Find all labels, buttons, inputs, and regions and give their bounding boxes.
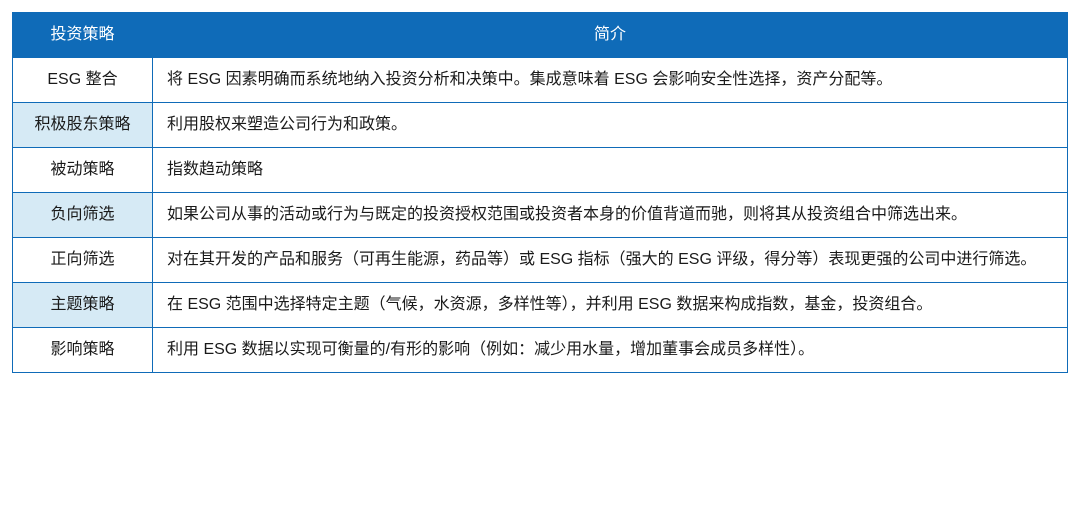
- col-header-strategy: 投资策略: [13, 13, 153, 58]
- cell-strategy: 负向筛选: [13, 193, 153, 238]
- col-header-desc: 简介: [153, 13, 1068, 58]
- cell-desc: 利用 ESG 数据以实现可衡量的/有形的影响（例如：减少用水量，增加董事会成员多…: [153, 328, 1068, 373]
- cell-desc: 如果公司从事的活动或行为与既定的投资授权范围或投资者本身的价值背道而驰，则将其从…: [153, 193, 1068, 238]
- cell-strategy: 积极股东策略: [13, 103, 153, 148]
- cell-strategy: 正向筛选: [13, 238, 153, 283]
- table-body: ESG 整合将 ESG 因素明确而系统地纳入投资分析和决策中。集成意味着 ESG…: [13, 58, 1068, 373]
- cell-desc: 将 ESG 因素明确而系统地纳入投资分析和决策中。集成意味着 ESG 会影响安全…: [153, 58, 1068, 103]
- esg-strategy-table: 投资策略 简介 ESG 整合将 ESG 因素明确而系统地纳入投资分析和决策中。集…: [12, 12, 1068, 373]
- cell-desc: 利用股权来塑造公司行为和政策。: [153, 103, 1068, 148]
- table-row: ESG 整合将 ESG 因素明确而系统地纳入投资分析和决策中。集成意味着 ESG…: [13, 58, 1068, 103]
- table-row: 影响策略利用 ESG 数据以实现可衡量的/有形的影响（例如：减少用水量，增加董事…: [13, 328, 1068, 373]
- cell-strategy: 被动策略: [13, 148, 153, 193]
- table-row: 积极股东策略利用股权来塑造公司行为和政策。: [13, 103, 1068, 148]
- table-row: 正向筛选对在其开发的产品和服务（可再生能源，药品等）或 ESG 指标（强大的 E…: [13, 238, 1068, 283]
- cell-desc: 指数趋动策略: [153, 148, 1068, 193]
- table-row: 负向筛选如果公司从事的活动或行为与既定的投资授权范围或投资者本身的价值背道而驰，…: [13, 193, 1068, 238]
- table-header-row: 投资策略 简介: [13, 13, 1068, 58]
- table-row: 主题策略在 ESG 范围中选择特定主题（气候，水资源，多样性等），并利用 ESG…: [13, 283, 1068, 328]
- cell-desc: 对在其开发的产品和服务（可再生能源，药品等）或 ESG 指标（强大的 ESG 评…: [153, 238, 1068, 283]
- cell-strategy: ESG 整合: [13, 58, 153, 103]
- cell-desc: 在 ESG 范围中选择特定主题（气候，水资源，多样性等），并利用 ESG 数据来…: [153, 283, 1068, 328]
- table-row: 被动策略指数趋动策略: [13, 148, 1068, 193]
- cell-strategy: 影响策略: [13, 328, 153, 373]
- cell-strategy: 主题策略: [13, 283, 153, 328]
